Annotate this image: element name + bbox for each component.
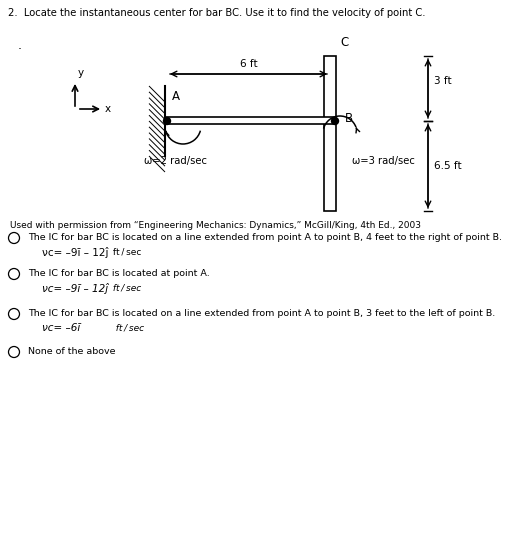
Circle shape bbox=[332, 117, 339, 124]
Text: ft / sec: ft / sec bbox=[110, 323, 144, 333]
Text: νc= –6ī: νc= –6ī bbox=[42, 323, 80, 333]
Text: .: . bbox=[18, 39, 22, 52]
Text: 2.  Locate the instantaneous center for bar BC. Use it to find the velocity of p: 2. Locate the instantaneous center for b… bbox=[8, 8, 425, 18]
Circle shape bbox=[8, 269, 20, 280]
Circle shape bbox=[163, 117, 170, 124]
Circle shape bbox=[8, 233, 20, 244]
Text: y: y bbox=[78, 68, 84, 78]
Bar bbox=[165, 117, 335, 124]
Text: C: C bbox=[340, 36, 348, 49]
Text: None of the above: None of the above bbox=[28, 347, 115, 357]
Text: The IC for bar BC is located on a line extended from point A to point B, 3 feet : The IC for bar BC is located on a line e… bbox=[28, 310, 495, 318]
Text: B: B bbox=[345, 111, 353, 124]
Text: Used with permission from “Engineering Mechanics: Dynamics,” McGill/King, 4th Ed: Used with permission from “Engineering M… bbox=[10, 221, 421, 230]
Text: ω=3 rad/sec: ω=3 rad/sec bbox=[352, 156, 415, 166]
Text: ft / sec: ft / sec bbox=[110, 283, 141, 293]
Text: νc= –9ī – 12ĵ: νc= –9ī – 12ĵ bbox=[42, 282, 108, 294]
Text: A: A bbox=[172, 90, 180, 103]
Text: The IC for bar BC is located at point A.: The IC for bar BC is located at point A. bbox=[28, 270, 210, 278]
Text: 6.5 ft: 6.5 ft bbox=[434, 161, 462, 171]
Text: 3 ft: 3 ft bbox=[434, 75, 452, 86]
Text: νc= –9ī – 12ĵ: νc= –9ī – 12ĵ bbox=[42, 246, 108, 258]
Text: 6 ft: 6 ft bbox=[240, 59, 257, 69]
Text: x: x bbox=[105, 104, 111, 114]
Bar bbox=[324, 56, 336, 211]
Text: ω=2 rad/sec: ω=2 rad/sec bbox=[143, 156, 206, 166]
Text: The IC for bar BC is located on a line extended from point A to point B, 4 feet : The IC for bar BC is located on a line e… bbox=[28, 234, 502, 242]
Circle shape bbox=[8, 308, 20, 319]
Text: ft / sec: ft / sec bbox=[110, 247, 141, 257]
Circle shape bbox=[8, 347, 20, 358]
